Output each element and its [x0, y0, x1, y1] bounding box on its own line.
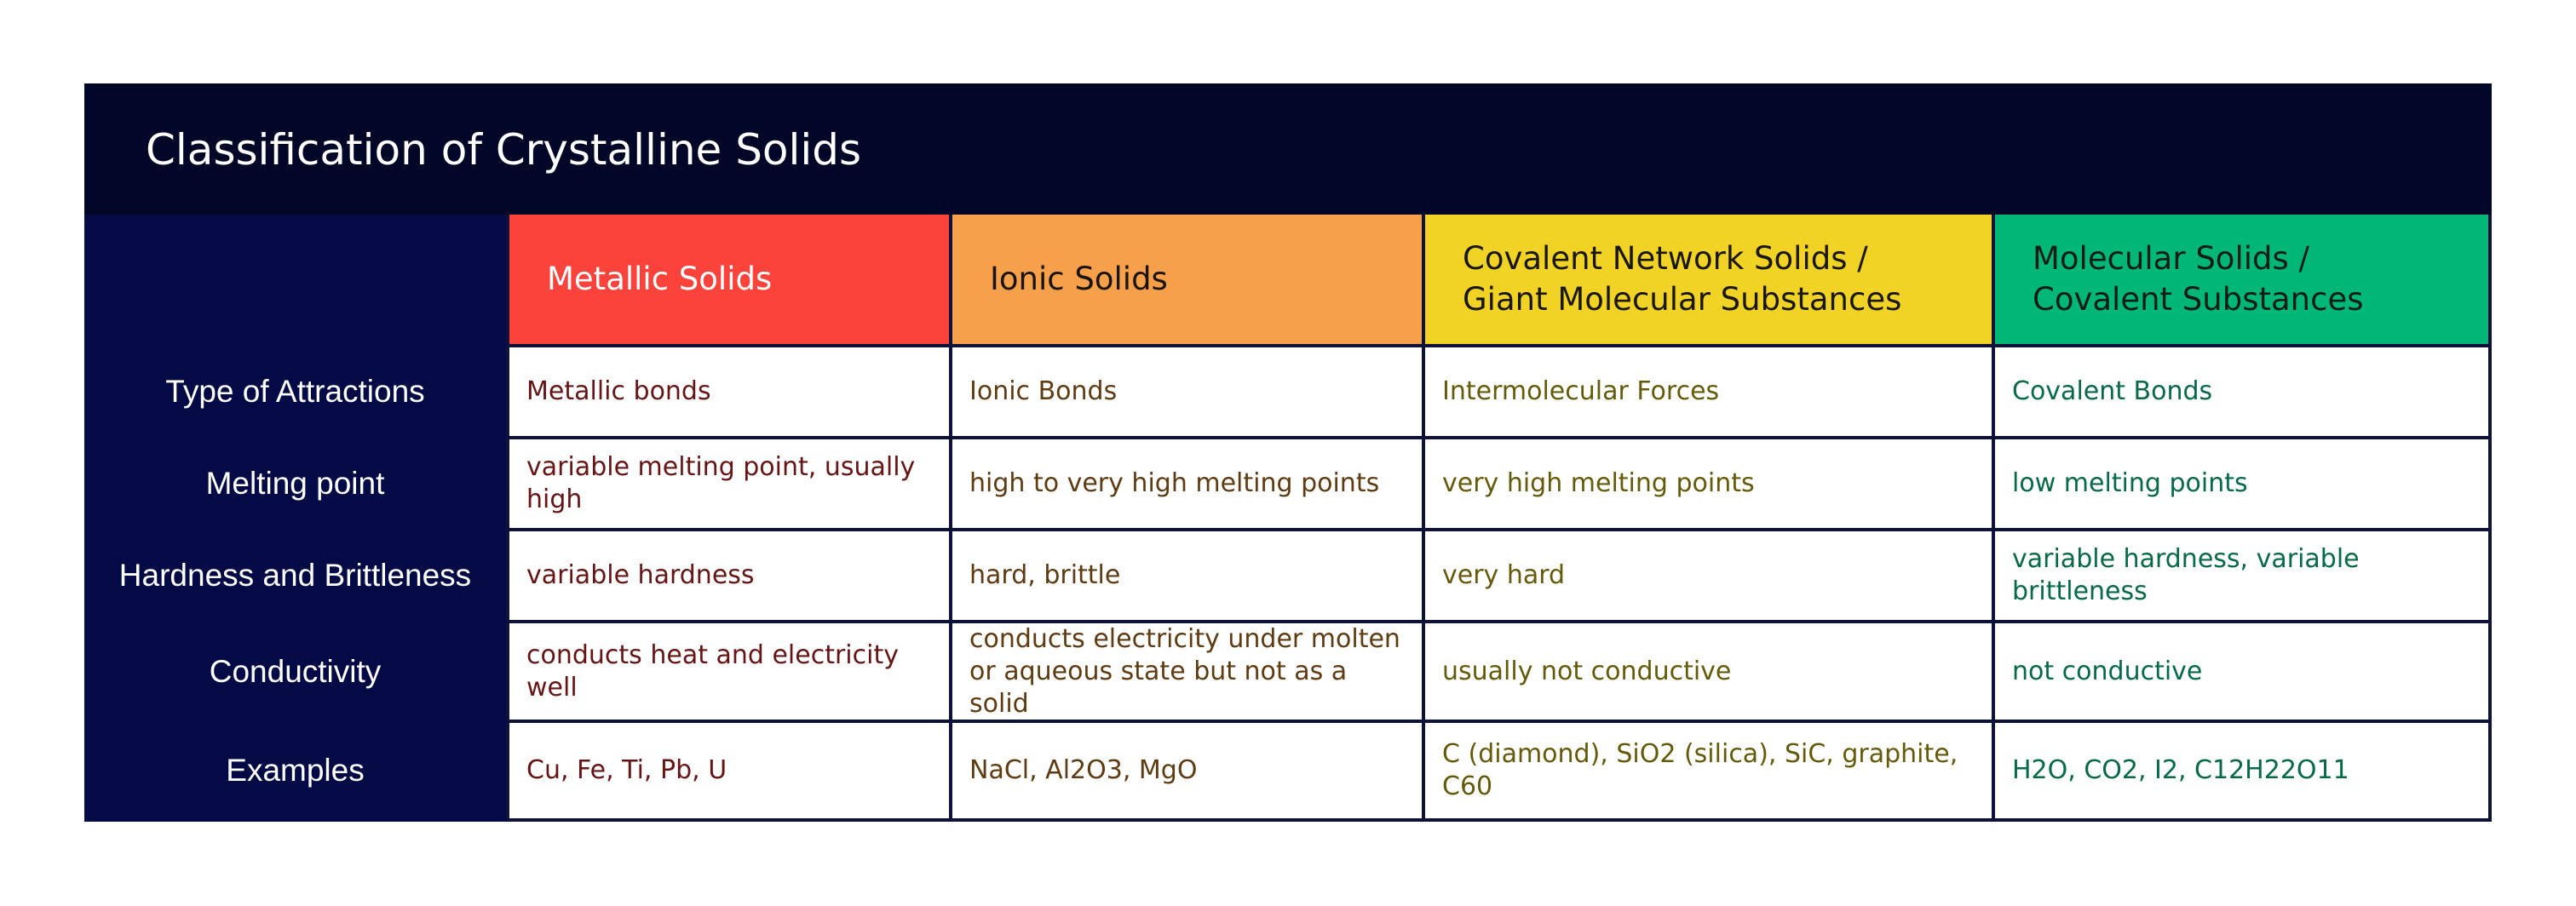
table-cell: Metallic bonds [509, 347, 952, 439]
table-cell: Intermolecular Forces [1425, 347, 1995, 439]
table-cell: variable hardness, variable brittleness [1995, 531, 2492, 623]
table-panel: Classification of Crystalline Solids Met… [84, 83, 2492, 822]
table-cell: high to very high melting points [952, 439, 1425, 531]
column-header-metallic: Metallic Solids [509, 215, 952, 347]
table-cell: NaCl, Al2O3, MgO [952, 723, 1425, 822]
row-header-melting-point: Melting point [84, 439, 509, 531]
table-cell: low melting points [1995, 439, 2492, 531]
table-cell: C (diamond), SiO2 (silica), SiC, graphit… [1425, 723, 1995, 822]
row-header-attractions: Type of Attractions [84, 347, 509, 439]
row-header-conductivity: Conductivity [84, 623, 509, 723]
table-cell: Cu, Fe, Ti, Pb, U [509, 723, 952, 822]
table-cell: H2O, CO2, I2, C12H22O11 [1995, 723, 2492, 822]
corner-cell [84, 215, 509, 347]
column-header-ionic: Ionic Solids [952, 215, 1425, 347]
column-header-covalent-network: Covalent Network Solids / Giant Molecula… [1425, 215, 1995, 347]
table-cell: conducts heat and electricity well [509, 623, 952, 723]
table-cell: hard, brittle [952, 531, 1425, 623]
table-cell: usually not conductive [1425, 623, 1995, 723]
table-cell: very hard [1425, 531, 1995, 623]
column-header-molecular: Molecular Solids / Covalent Substances [1995, 215, 2492, 347]
table-cell: variable hardness [509, 531, 952, 623]
row-header-hardness: Hardness and Brittleness [84, 531, 509, 623]
classification-table: Metallic Solids Ionic Solids Covalent Ne… [84, 215, 2492, 822]
table-cell: variable melting point, usually high [509, 439, 952, 531]
table-cell: Covalent Bonds [1995, 347, 2492, 439]
table-title: Classification of Crystalline Solids [146, 125, 862, 175]
table-cell: Ionic Bonds [952, 347, 1425, 439]
row-header-examples: Examples [84, 723, 509, 822]
table-cell: conducts electricity under molten or aqu… [952, 623, 1425, 723]
table-cell: very high melting points [1425, 439, 1995, 531]
table-cell: not conductive [1995, 623, 2492, 723]
